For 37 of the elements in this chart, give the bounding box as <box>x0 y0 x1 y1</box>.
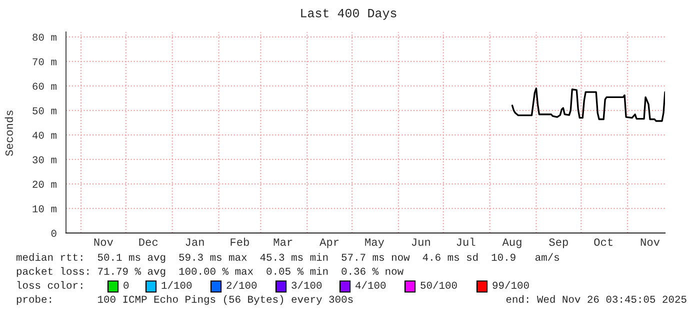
y-axis-title: Seconds <box>4 110 14 156</box>
y-tick-label: 50 m <box>32 107 56 114</box>
text: 4/100 <box>356 281 386 289</box>
y-tick-label: 0 <box>51 230 56 237</box>
y-tick-label: 70 m <box>32 58 56 66</box>
text: end: Wed Nov 26 03:45:05 2025 <box>506 295 686 303</box>
text: loss color: <box>17 281 82 289</box>
x-tick-label: Mar <box>274 238 292 246</box>
text: median rtt: 50.1 ms avg 59.3 ms max 45.3 ms min 57.7 ms now 4.6 ms sd 10.9 am/s <box>16 253 559 263</box>
text: 0 <box>124 282 129 289</box>
chart-title: Last 400 Days <box>301 8 396 20</box>
y-tick-label: 60 m <box>32 82 56 90</box>
x-tick-label: Apr <box>320 238 339 248</box>
x-tick-label: Jun <box>412 238 430 246</box>
x-tick-label: Feb <box>230 238 249 246</box>
y-tick-label: 10 m <box>32 205 56 212</box>
x-tick-label: Dec <box>139 238 158 246</box>
text: probe: 100 ICMP Echo Pings (56 Bytes) every 300s <box>16 295 353 305</box>
text: 50/100 <box>420 281 457 289</box>
x-tick-label: Aug <box>502 238 522 248</box>
x-tick-label: Oct <box>594 238 612 246</box>
x-tick-label: Sep <box>549 238 568 248</box>
y-tick-label: 80 m <box>32 34 56 41</box>
x-tick-label: Jul <box>456 238 476 246</box>
line-series <box>511 88 665 122</box>
text: 99/100 <box>492 281 529 289</box>
x-tick-label: Nov <box>640 238 660 246</box>
x-tick-label: May <box>365 238 384 248</box>
text: 3/100 <box>292 281 322 289</box>
x-tick-label: Jan <box>186 238 204 246</box>
text: packet loss: 71.79 % avg 100.00 % max 0.05 % min 0.36 % now <box>16 267 404 277</box>
x-tick-label: Nov <box>94 238 114 246</box>
text: 2/100 <box>226 281 257 289</box>
y-tick-label: 20 m <box>32 180 56 188</box>
y-tick-label: 30 m <box>32 156 56 164</box>
y-tick-label: 40 m <box>32 132 56 139</box>
text: 1/100 <box>162 281 192 289</box>
